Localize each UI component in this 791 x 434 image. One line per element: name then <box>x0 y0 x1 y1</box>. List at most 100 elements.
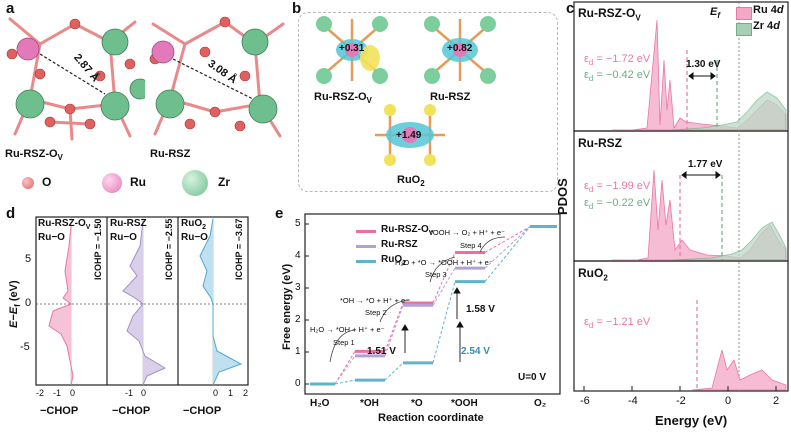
cohp-curve-3 <box>199 218 243 386</box>
step3-eq: H₂O + *O → *OOH + H⁺ + e⁻ <box>395 258 493 267</box>
cohp-ytick-1: 5 <box>25 253 32 265</box>
legend-line-ov <box>356 230 376 233</box>
fe-ytick-5: 5 <box>295 218 301 229</box>
overpotential-1: 1.51 V <box>367 346 396 357</box>
model-label-ruo2: RuO2 <box>397 174 425 189</box>
cohp-curve-1 <box>48 225 74 386</box>
legend-label-o: O <box>42 175 52 189</box>
gap-row2: 1.77 eV <box>688 159 723 170</box>
cohp-title-2: Ru-RSZ <box>110 218 147 229</box>
legend-label-rsz: Ru-RSZ <box>381 239 418 250</box>
legend-label-ru: Ru <box>130 175 146 189</box>
charge-density-ru-rsz <box>424 16 496 84</box>
ed-zr-row2: εd = −0.22 eV <box>584 197 651 212</box>
structure-label-ru-rsz: Ru-RSZ <box>150 148 191 160</box>
legend-line-rsz <box>356 245 376 248</box>
pdos-xtick-1: -6 <box>580 395 590 407</box>
cohp-x-label-1: −CHOP <box>40 405 79 417</box>
energy-connector-1-0 <box>334 355 356 385</box>
step3-label: Step 3 <box>425 270 447 279</box>
legend-swatch-zr <box>736 23 752 36</box>
legend-label-zr: Zr <box>218 175 230 189</box>
charge-density-box <box>298 12 558 192</box>
cohp-xtick-s1c: 0 <box>70 388 76 398</box>
crystal-structure-ru-rsz <box>149 16 285 138</box>
oxygen-atom-icon <box>22 177 34 189</box>
pdos-xtick-5: 2 <box>773 395 780 407</box>
cohp-xtick-s1a: -2 <box>36 388 45 398</box>
gap-row1: 1.30 eV <box>686 59 721 70</box>
fe-xtick-h2o: H₂O <box>310 398 330 409</box>
cohp-y-label: E−Ef (eV) <box>8 280 23 328</box>
cohp-icohp-1: ICOHP = −1.50 <box>93 218 103 280</box>
fe-xtick-o2: O₂ <box>534 398 547 409</box>
legend-line-ruo2 <box>356 260 376 263</box>
energy-connector-1-1 <box>384 305 404 357</box>
fermi-level-label: Ef <box>710 6 721 21</box>
fe-ytick-2: 2 <box>295 314 301 325</box>
cohp-icohp-2: ICOHP = −2.55 <box>164 218 174 280</box>
energy-connector-0-1 <box>384 302 404 352</box>
cohp-ytick-3: -5 <box>20 341 30 353</box>
energy-connector-2-0 <box>334 379 356 385</box>
pdos-title-row3: RuO2 <box>578 266 608 283</box>
cohp-curve-2 <box>122 220 167 386</box>
cohp-xtick-s3a: 0 <box>213 388 219 398</box>
pdos-y-label: PDOS <box>555 178 570 215</box>
cohp-x-label-3: −CHOP <box>183 405 222 417</box>
step4-eq: *OOH → O₂ + H⁺ + e⁻ <box>430 228 506 237</box>
energy-connector-0-3 <box>484 226 531 253</box>
cohp-bond-1: Ru−O <box>38 232 65 243</box>
energy-connector-1-2 <box>432 267 456 306</box>
pdos-legend: Ru 4d Zr 4d <box>736 4 790 38</box>
fe-ytick-4: 4 <box>295 250 301 261</box>
step4-label: Step 4 <box>460 241 482 250</box>
pdos-title-row2: Ru-RSZ <box>578 136 622 150</box>
panel-label-a: a <box>6 0 15 17</box>
structure-label-ru-rsz-ov: Ru-RSZ-OV <box>5 148 63 163</box>
fe-ytick-1: 1 <box>295 346 301 357</box>
dos-zr-row1 <box>671 91 787 131</box>
cohp-xtick-s1b: -1 <box>53 388 62 398</box>
charge-value-3: +1.49 <box>396 130 422 141</box>
free-energy-series <box>310 225 557 386</box>
fe-ytick-3: 3 <box>295 282 301 293</box>
free-energy-y-label: Free energy (eV) <box>281 263 293 350</box>
pdos-plot <box>573 1 789 392</box>
ed-ru-row1: εd = −1.72 eV <box>584 53 651 68</box>
pdos-x-label: Energy (eV) <box>655 413 728 428</box>
charge-value-1: +0.31 <box>339 43 365 54</box>
step1-label: Step 1 <box>333 338 355 347</box>
dos-zr-row2 <box>671 221 787 261</box>
panel-label-c: c <box>566 0 575 17</box>
ed-zr-row1: εd = −0.42 eV <box>584 69 651 84</box>
cohp-xtick-s3c: 2 <box>243 388 249 398</box>
zirconium-atom-icon <box>182 170 208 196</box>
ruthenium-atom-icon <box>102 173 122 193</box>
pdos-xtick-4: 0 <box>725 395 732 407</box>
energy-connector-2-3 <box>484 226 531 282</box>
pdos-title-row1: Ru-RSZ-OV <box>578 6 641 23</box>
fe-xtick-o: *O <box>411 398 423 409</box>
potential-condition: U=0 V <box>518 372 547 383</box>
energy-connector-1-3 <box>484 226 531 269</box>
dos-ru-row3 <box>691 349 787 391</box>
model-label-ru-rsz: Ru-RSZ <box>430 91 471 103</box>
crystal-structure-ru-rsz-ov <box>6 17 145 141</box>
cohp-ytick-2: 0 <box>25 297 32 309</box>
free-energy-plot <box>304 213 561 395</box>
charge-value-2: +0.82 <box>447 43 473 54</box>
overpotential-2: 1.58 V <box>466 304 495 315</box>
energy-connector-2-1 <box>384 362 404 381</box>
cohp-x-label-2: −CHOP <box>112 405 151 417</box>
step2-eq: *OH → *O + H⁺ + e⁻ <box>340 296 410 305</box>
panel-label-d: d <box>6 205 16 222</box>
step1-eq: H₂O → *OH + H⁺ + e⁻ <box>310 325 385 334</box>
atom-legend: O Ru Zr <box>22 170 272 196</box>
fe-ytick-0: 0 <box>295 378 301 389</box>
pdos-xtick-2: -4 <box>628 395 638 407</box>
legend-swatch-ru <box>736 7 752 20</box>
fe-xtick-oh: *OH <box>360 398 379 409</box>
cohp-plot <box>35 216 249 386</box>
ed-ru-row3: εd = −1.21 eV <box>584 316 651 331</box>
